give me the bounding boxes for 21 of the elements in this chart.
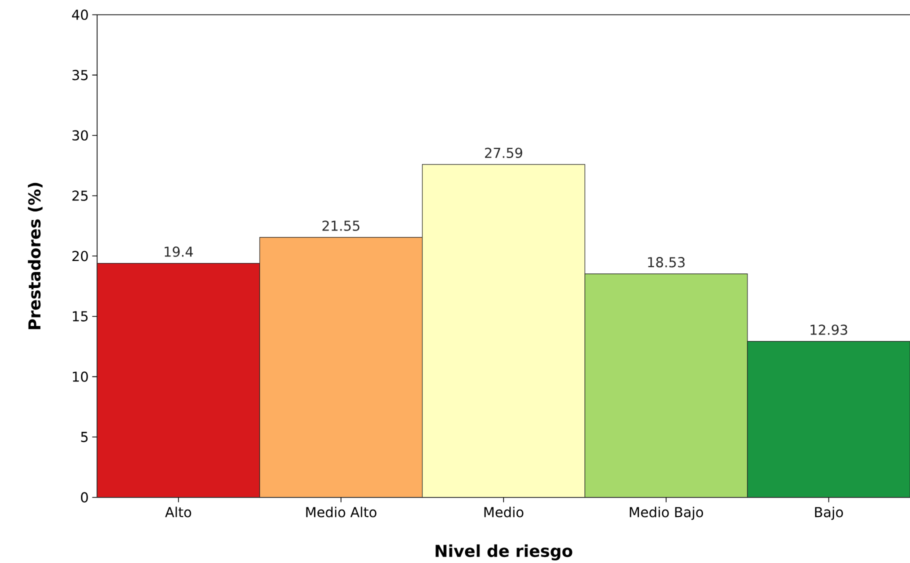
y-tick-label: 5 — [81, 432, 88, 442]
x-tick-label: Medio Bajo — [630, 506, 704, 520]
y-tick-label: 0 — [80, 492, 88, 502]
data-label: 18.53 — [648, 256, 685, 268]
x-tick-label: Medio — [484, 506, 524, 518]
y-tick-label: 30 — [72, 130, 88, 140]
x-tick-label: Medio Alto — [306, 506, 376, 518]
data-label: 21.55 — [322, 220, 360, 231]
data-label: 12.93 — [810, 324, 848, 335]
y-tick-label: 15 — [72, 311, 88, 322]
y-tick-label: 35 — [72, 70, 88, 80]
y-tick-label: 25 — [72, 190, 88, 201]
data-label: 27.59 — [485, 148, 522, 158]
data-label: 19.4 — [164, 246, 193, 257]
y-tick-label: 10 — [72, 371, 88, 382]
y-tick-label: 40 — [72, 9, 88, 20]
y-tick-label: 20 — [72, 250, 88, 262]
x-axis-title: Nivel de riesgo — [436, 544, 572, 560]
x-tick-label: Alto — [165, 506, 192, 518]
x-tick-label: Bajo — [815, 506, 843, 520]
y-axis-title: Prestadores (%) — [28, 182, 43, 330]
